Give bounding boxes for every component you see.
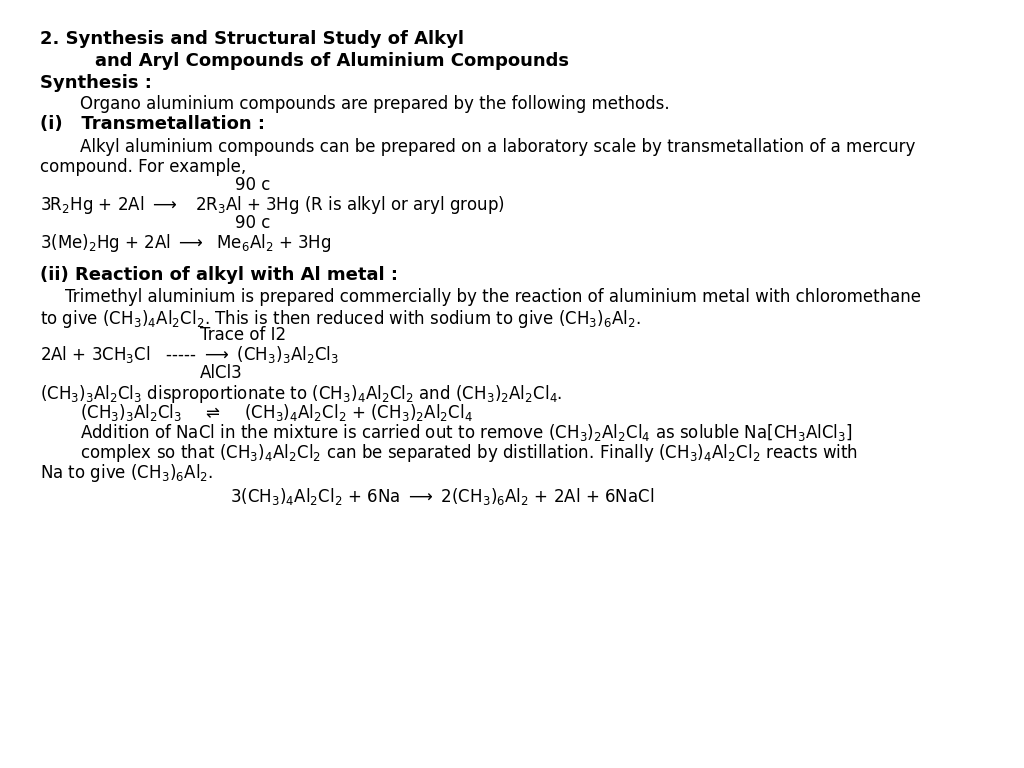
Text: (CH$_3$)$_3$Al$_2$Cl$_3$    $\rightleftharpoons$    (CH$_3$)$_4$Al$_2$Cl$_2$ + (: (CH$_3$)$_3$Al$_2$Cl$_3$ $\rightleftharp… <box>80 402 473 423</box>
Text: 3(CH$_3$)$_4$Al$_2$Cl$_2$ + 6Na $\longrightarrow$ 2(CH$_3$)$_6$Al$_2$ + 2Al + 6N: 3(CH$_3$)$_4$Al$_2$Cl$_2$ + 6Na $\longri… <box>230 486 654 507</box>
Text: complex so that (CH$_3$)$_4$Al$_2$Cl$_2$ can be separated by distillation. Final: complex so that (CH$_3$)$_4$Al$_2$Cl$_2$… <box>80 442 858 464</box>
Text: 3(Me)$_2$Hg + 2Al $\longrightarrow$  Me$_6$Al$_2$ + 3Hg: 3(Me)$_2$Hg + 2Al $\longrightarrow$ Me$_… <box>40 232 331 254</box>
Text: AlCl3: AlCl3 <box>200 364 243 382</box>
Text: Synthesis :: Synthesis : <box>40 74 152 92</box>
Text: (ii) Reaction of alkyl with Al metal :: (ii) Reaction of alkyl with Al metal : <box>40 266 398 284</box>
Text: (CH$_3$)$_3$Al$_2$Cl$_3$ disproportionate to (CH$_3$)$_4$Al$_2$Cl$_2$ and (CH$_3: (CH$_3$)$_3$Al$_2$Cl$_3$ disproportionat… <box>40 383 562 405</box>
Text: to give (CH$_3$)$_4$Al$_2$Cl$_2$. This is then reduced with sodium to give (CH$_: to give (CH$_3$)$_4$Al$_2$Cl$_2$. This i… <box>40 308 641 330</box>
Text: 2. Synthesis and Structural Study of Alkyl: 2. Synthesis and Structural Study of Alk… <box>40 30 464 48</box>
Text: 90 c: 90 c <box>234 176 270 194</box>
Text: Alkyl aluminium compounds can be prepared on a laboratory scale by transmetallat: Alkyl aluminium compounds can be prepare… <box>80 138 915 156</box>
Text: Na to give (CH$_3$)$_6$Al$_2$.: Na to give (CH$_3$)$_6$Al$_2$. <box>40 462 213 484</box>
Text: Addition of NaCl in the mixture is carried out to remove (CH$_3$)$_2$Al$_2$Cl$_4: Addition of NaCl in the mixture is carri… <box>80 422 853 443</box>
Text: 3R$_2$Hg + 2Al $\longrightarrow$   2R$_3$Al + 3Hg (R is alkyl or aryl group): 3R$_2$Hg + 2Al $\longrightarrow$ 2R$_3$A… <box>40 194 505 216</box>
Text: compound. For example,: compound. For example, <box>40 158 246 176</box>
Text: Trimethyl aluminium is prepared commercially by the reaction of aluminium metal : Trimethyl aluminium is prepared commerci… <box>65 288 921 306</box>
Text: Trace of I2: Trace of I2 <box>200 326 286 344</box>
Text: and Aryl Compounds of Aluminium Compounds: and Aryl Compounds of Aluminium Compound… <box>95 52 569 70</box>
Text: 90 c: 90 c <box>234 214 270 232</box>
Text: 2Al + 3CH$_3$Cl   ----- $\longrightarrow$ (CH$_3$)$_3$Al$_2$Cl$_3$: 2Al + 3CH$_3$Cl ----- $\longrightarrow$ … <box>40 344 339 365</box>
Text: Organo aluminium compounds are prepared by the following methods.: Organo aluminium compounds are prepared … <box>80 95 670 113</box>
Text: (i)   Transmetallation :: (i) Transmetallation : <box>40 115 265 133</box>
